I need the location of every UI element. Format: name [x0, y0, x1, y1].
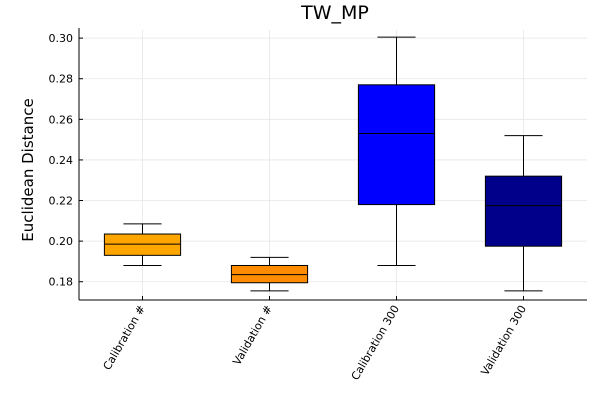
y-tick-label: 0.22 [49, 195, 74, 208]
box [357, 84, 436, 206]
y-tick-label: 0.20 [49, 235, 74, 248]
box-group [357, 36, 436, 266]
y-tick-label: 0.26 [49, 113, 74, 126]
y-tick-label: 0.30 [49, 32, 74, 45]
box [484, 175, 563, 247]
chart-title: TW_MP [300, 2, 369, 24]
x-tick-label: Calibration # [101, 303, 149, 372]
x-tick-labels: Calibration # Validation # Calibration 300… [101, 303, 530, 383]
x-tick-label: Calibration 300 [349, 303, 402, 383]
y-tick-label: 0.28 [49, 73, 74, 86]
y-tick-labels: 0.18 0.20 0.22 0.24 0.26 0.28 0.30 [49, 32, 74, 289]
x-tick-label: Validation 300 [478, 303, 529, 378]
grid-lines [79, 30, 587, 300]
box-group [103, 223, 182, 266]
boxes [103, 36, 563, 292]
box-group [230, 256, 309, 292]
y-tick-label: 0.24 [49, 154, 74, 167]
axes [78, 28, 587, 301]
x-tick-label: Validation # [230, 303, 275, 368]
y-axis-label: Euclidean Distance [19, 98, 37, 241]
box [103, 233, 182, 256]
y-tick-label: 0.18 [49, 276, 74, 289]
box [230, 264, 309, 284]
box-group [484, 135, 563, 292]
